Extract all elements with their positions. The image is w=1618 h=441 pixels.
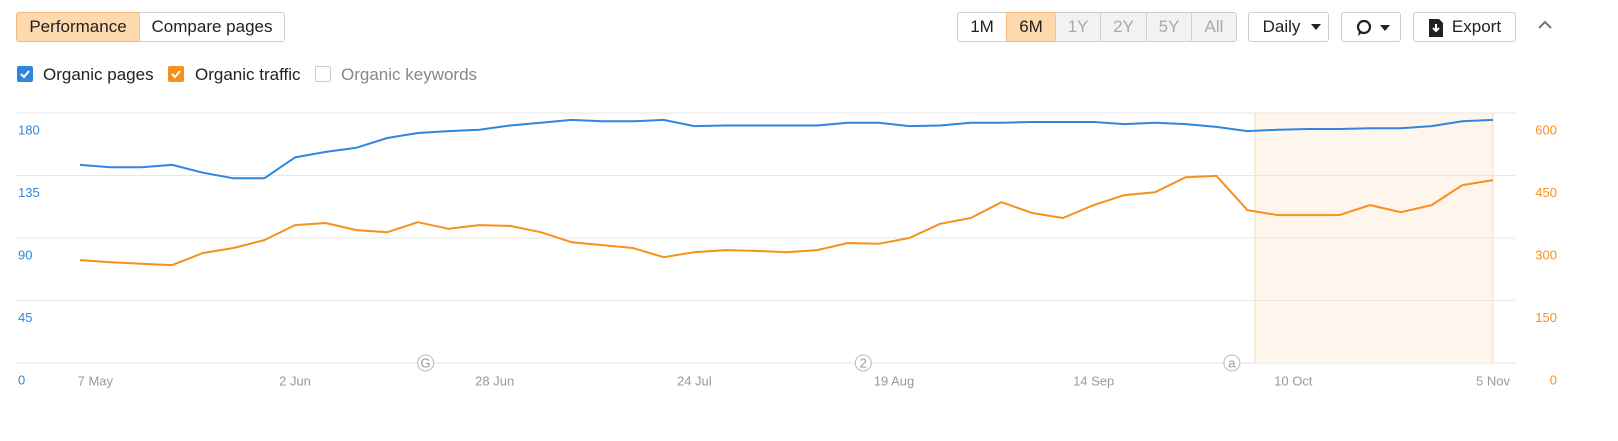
x-tick-label: 19 Aug (874, 373, 915, 388)
comment-dropdown[interactable] (1341, 12, 1401, 42)
y-tick-label: 0 (18, 372, 25, 387)
annotation-label: a (1228, 355, 1236, 370)
x-tick-label: 10 Oct (1274, 373, 1313, 388)
y-tick-label: 45 (18, 310, 32, 325)
y2-tick-label: 300 (1535, 247, 1557, 262)
annotation-marker (854, 354, 872, 372)
x-tick-label: 28 Jun (475, 373, 514, 388)
checkbox[interactable] (168, 66, 184, 82)
caret (1311, 24, 1321, 30)
check-mark (20, 70, 30, 79)
y2-tick-label: 600 (1535, 122, 1557, 137)
y-tick-label: 180 (18, 122, 40, 137)
legend-label[interactable]: Organic keywords (341, 65, 478, 84)
x-tick-label: 2 Jun (279, 373, 311, 388)
legend-label[interactable]: Organic pages (43, 65, 154, 84)
checkbox[interactable] (315, 66, 331, 82)
tab[interactable]: Compare pages (139, 12, 285, 42)
y-tick-label: 135 (18, 185, 40, 200)
interval-dropdown[interactable]: Daily (1248, 12, 1329, 42)
x-tick-label: 7 May (78, 373, 114, 388)
series-line (79, 118, 1494, 180)
check-mark (171, 70, 181, 79)
period-button[interactable]: 1Y (1055, 12, 1101, 42)
period-button[interactable]: 2Y (1100, 12, 1147, 42)
comment-icon (1356, 19, 1390, 36)
highlight-band (1255, 113, 1493, 363)
interval-label: Daily (1262, 17, 1301, 36)
x-tick-label: 14 Sep (1073, 373, 1114, 388)
series-line (79, 174, 1494, 267)
period-button[interactable]: All (1191, 12, 1237, 42)
y2-tick-label: 0 (1550, 372, 1557, 387)
y2-tick-label: 450 (1535, 185, 1557, 200)
checkbox[interactable] (17, 66, 33, 82)
x-tick-label: 24 Jul (677, 373, 712, 388)
period-button[interactable]: 1M (957, 12, 1007, 42)
annotation-marker (417, 354, 435, 372)
annotation-label: 2 (860, 355, 867, 370)
annotation-marker (1223, 354, 1241, 372)
annotation-label: G (421, 355, 431, 370)
tab[interactable]: Performance (16, 12, 140, 42)
y2-tick-label: 150 (1535, 310, 1557, 325)
y-tick-label: 90 (18, 247, 32, 262)
x-tick-label: 5 Nov (1476, 373, 1510, 388)
export-label: Export (1451, 17, 1502, 36)
period-button[interactable]: 6M (1006, 12, 1056, 42)
export-button[interactable]: Export (1413, 12, 1516, 42)
period-button[interactable]: 5Y (1146, 12, 1192, 42)
legend-label[interactable]: Organic traffic (195, 65, 301, 84)
export-icon (1429, 19, 1443, 37)
collapse-chevron[interactable] (1538, 20, 1552, 30)
